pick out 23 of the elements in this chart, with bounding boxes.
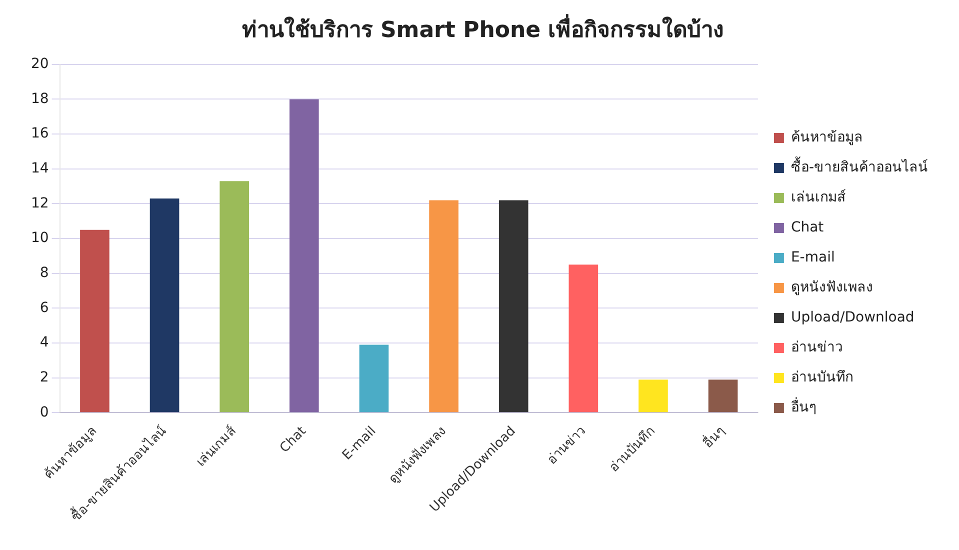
- legend-label: ดูหนังฟังเพลง: [790, 280, 873, 296]
- y-tick-label: 14: [30, 160, 49, 177]
- chart-title: ท่านใช้บริการ Smart Phone เพื่อกิจกรรมใดบ้าง: [242, 12, 724, 43]
- legend-label: อ่านข่าว: [790, 340, 843, 356]
- legend-label: เล่นเกมส์: [790, 188, 846, 206]
- legend-label: ซื้อ-ขายสินค้าออนไลน์: [790, 156, 928, 176]
- y-tick-label: 18: [30, 90, 49, 107]
- y-tick-label: 8: [40, 265, 49, 282]
- y-tick-label: 16: [30, 126, 49, 142]
- x-tick-label: อื่นๆ: [699, 422, 728, 452]
- legend-label: ค้นหาข้อมูล: [790, 130, 863, 146]
- y-tick-label: 0: [40, 404, 49, 420]
- legend-label: E-mail: [790, 250, 835, 266]
- y-tick-label: 12: [30, 195, 49, 212]
- legend-label: Upload/Download: [790, 310, 914, 326]
- legend-label: Chat: [790, 220, 824, 236]
- y-tick-label: 2: [40, 369, 49, 386]
- y-tick-label: 6: [40, 300, 49, 316]
- legend-label: อ่านบันทึก: [790, 370, 853, 386]
- y-tick-label: 20: [30, 56, 49, 72]
- legend-label: อื่นๆ: [790, 398, 817, 416]
- y-tick-label: 4: [40, 334, 49, 351]
- y-tick-label: 10: [30, 230, 49, 246]
